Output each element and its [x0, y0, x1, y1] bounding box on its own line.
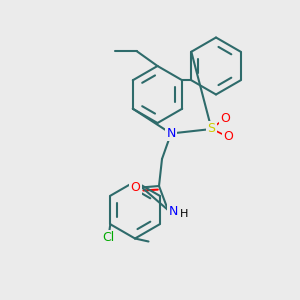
Text: N: N	[169, 205, 178, 218]
Text: Cl: Cl	[103, 231, 115, 244]
Text: O: O	[220, 112, 230, 125]
Text: N: N	[166, 127, 176, 140]
Text: S: S	[208, 122, 215, 136]
Text: H: H	[179, 208, 188, 219]
Text: O: O	[131, 181, 140, 194]
Text: O: O	[223, 130, 233, 143]
